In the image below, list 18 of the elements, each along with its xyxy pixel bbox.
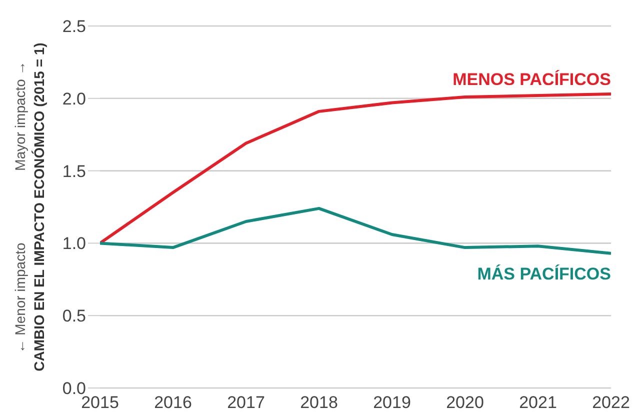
x-tick-label: 2017 — [227, 393, 265, 412]
x-tick-label: 2016 — [154, 393, 192, 412]
x-tick-label: 2018 — [300, 393, 338, 412]
text: Mayor impacto → — [12, 61, 28, 171]
y-tick-label: 2.5 — [62, 17, 86, 36]
series-label: MENOS PACÍFICOS — [452, 69, 611, 90]
x-tick-label: 2020 — [446, 393, 484, 412]
x-tick-label: 2021 — [519, 393, 557, 412]
y-tick-label: 2.0 — [62, 89, 86, 108]
y-axis-title: CAMBIO EN EL IMPACTO ECONÓMICO (2015 = 1) — [31, 42, 47, 372]
x-tick-label: 2022 — [592, 393, 630, 412]
x-tick-label: 2015 — [81, 393, 119, 412]
y-tick-label: 1.0 — [62, 234, 86, 254]
series-label: MÁS PACÍFICOS — [477, 263, 611, 284]
y-tick-label: 1.5 — [62, 162, 86, 181]
x-tick-label: 2019 — [373, 393, 411, 412]
y-tick-label: 0.5 — [62, 306, 86, 326]
text: ← Menor impacto — [12, 242, 28, 354]
